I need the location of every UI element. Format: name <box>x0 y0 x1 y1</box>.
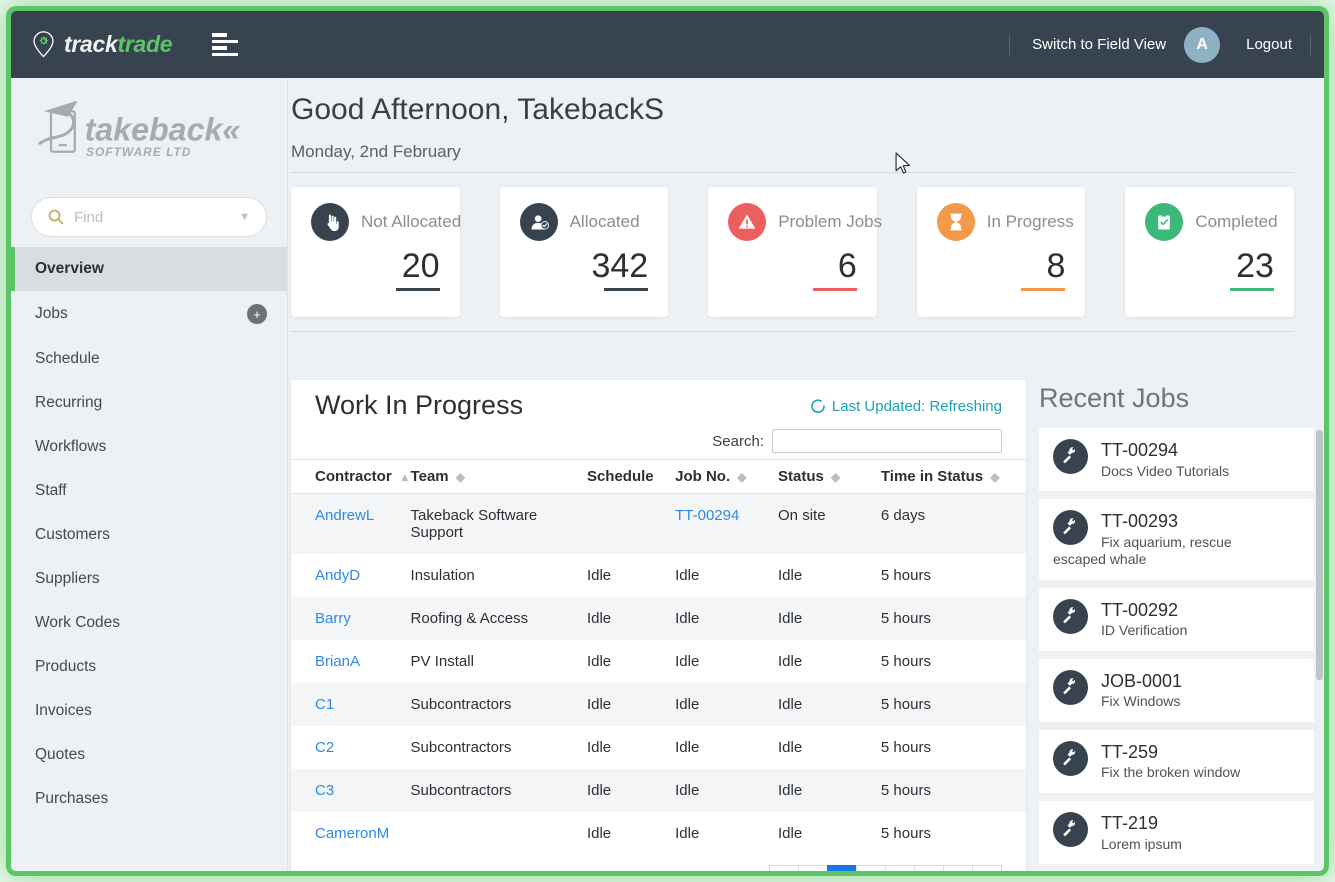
svg-text:takeback«: takeback« <box>85 112 241 148</box>
svg-text:SOFTWARE LTD: SOFTWARE LTD <box>86 145 192 159</box>
